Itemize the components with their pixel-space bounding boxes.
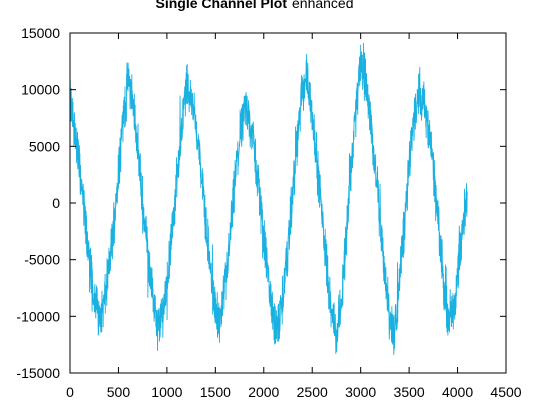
- y-tick-label: 0: [52, 195, 60, 211]
- x-tick-label: 1000: [151, 384, 182, 400]
- chart-title: Single Channel Plot: [156, 0, 288, 11]
- x-tick-label: 3500: [394, 384, 425, 400]
- y-tick-label: 5000: [29, 138, 60, 154]
- x-tick-label: 2500: [297, 384, 328, 400]
- x-tick-label: 4000: [442, 384, 473, 400]
- x-tick-label: 500: [107, 384, 131, 400]
- x-tick-label: 4500: [490, 384, 521, 400]
- y-tick-label: 15000: [21, 25, 60, 41]
- signal-line: [69, 42, 468, 356]
- x-tick-label: 1500: [200, 384, 231, 400]
- y-axis: -15000 -10000 -5000 0 5000 10000 15000: [16, 25, 506, 381]
- signal-layer: [69, 42, 468, 356]
- plot-frame: [69, 32, 507, 374]
- x-tick-label: 3000: [345, 384, 376, 400]
- y-tick-label: 10000: [21, 82, 60, 98]
- x-tick-label: 2000: [248, 384, 279, 400]
- y-tick-label: -15000: [16, 365, 60, 381]
- y-tick-label: -10000: [16, 308, 60, 324]
- y-tick-label: -5000: [24, 252, 60, 268]
- x-axis: 0 500 1000 1500 2000 2500 3000 3500 4000 4500: [66, 33, 522, 400]
- x-tick-label: 0: [66, 384, 74, 400]
- chart-subtitle: enhanced: [292, 0, 354, 11]
